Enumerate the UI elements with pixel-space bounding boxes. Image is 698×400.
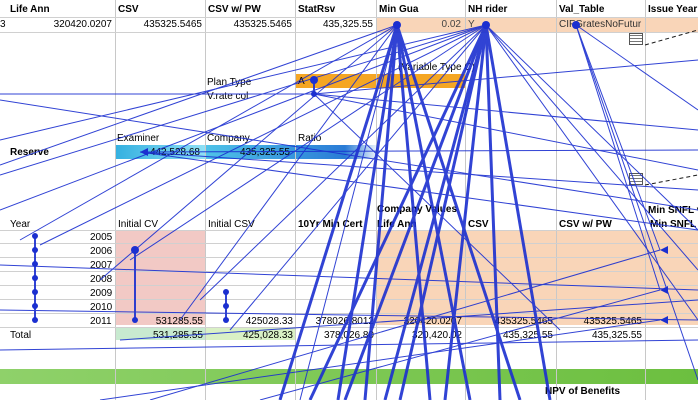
row1-statrsv[interactable]: 435,325.55 <box>322 19 373 30</box>
total-csv[interactable]: 435,325.55 <box>502 330 553 341</box>
npv-label: NPV of Benefits <box>545 386 621 397</box>
col-initial-cv[interactable]: Initial CV <box>118 219 159 230</box>
col-min-snfl-v[interactable]: Min SNFL v <box>648 205 698 216</box>
header-val-table[interactable]: Val_Table <box>559 4 605 15</box>
header-min-gua[interactable]: Min Gua <box>379 4 419 15</box>
row1-csv-pw[interactable]: 435325.5465 <box>233 19 292 30</box>
cell-csv-pw[interactable]: 435325.5465 <box>583 316 642 327</box>
col-csv[interactable]: CSV <box>468 219 489 230</box>
year-cell[interactable]: 2006 <box>90 246 113 257</box>
cell-csv[interactable]: 435325.5465 <box>494 316 553 327</box>
vrate-label: V.rate col <box>207 91 249 102</box>
row1-min-gua[interactable]: 0.02 <box>441 19 461 30</box>
plan-note: (Variable Type C) <box>398 62 475 73</box>
total-green-left <box>115 328 205 340</box>
company-value[interactable]: 435,325.55 <box>239 147 290 158</box>
bottom-green-bar <box>0 369 698 384</box>
company-label: Company <box>207 133 250 144</box>
total-green-mid <box>205 328 295 340</box>
row1-lead[interactable]: 3 <box>0 19 6 30</box>
total-life-ann[interactable]: 320,420.02 <box>411 330 462 341</box>
row1-nh-rider[interactable]: Y <box>468 19 475 30</box>
col-initial-csv[interactable]: Initial CSV <box>208 219 255 230</box>
total-label: Total <box>10 330 32 341</box>
ratio-label: Ratio <box>298 133 322 144</box>
cell-min-cert[interactable]: 378026.8012 <box>315 316 374 327</box>
total-csv-pw[interactable]: 435,325.55 <box>591 330 642 341</box>
row1-life-ann[interactable]: 320420.0207 <box>53 19 112 30</box>
col-csv-pw[interactable]: CSV w/ PW <box>559 219 612 230</box>
row1-peach-band <box>376 18 698 32</box>
header-csv-pw[interactable]: CSV w/ PW <box>208 4 261 15</box>
year-cell[interactable]: 2007 <box>90 260 113 271</box>
examiner-label: Examiner <box>117 133 160 144</box>
examiner-value[interactable]: 442,528.68 <box>149 147 200 158</box>
year-cell[interactable]: 2005 <box>90 232 113 243</box>
cell-life-ann[interactable]: 320420.0207 <box>403 316 462 327</box>
header-issue-year[interactable]: Issue Year <box>648 4 698 15</box>
year-cell[interactable]: 2011 <box>90 316 112 327</box>
total-initial-csv[interactable]: 425,028.33 <box>242 330 293 341</box>
col-life-ann[interactable]: Life Ann <box>377 219 417 230</box>
row1-val-table[interactable]: CIFGratesNoFutur <box>559 19 642 30</box>
reserve-label: Reserve <box>10 147 49 158</box>
row1-csv[interactable]: 435325.5465 <box>143 19 202 30</box>
col-year[interactable]: Year <box>10 219 31 230</box>
company-blue <box>205 145 380 159</box>
header-csv[interactable]: CSV <box>118 4 139 15</box>
header-nh-rider[interactable]: NH rider <box>468 4 508 15</box>
year-cell[interactable]: 2010 <box>90 302 113 313</box>
table-icon <box>629 33 643 45</box>
plan-type-label: Plan Type <box>207 77 252 88</box>
col-min-snfl[interactable]: Min SNFL <box>650 219 697 230</box>
header-life-ann[interactable]: Life Ann <box>10 4 50 15</box>
col-min-cert[interactable]: 10Yr Min Cert <box>298 219 363 230</box>
table-pink-left <box>115 230 205 325</box>
cell-initial-csv[interactable]: 425028.33 <box>245 316 293 327</box>
cell-initial-cv[interactable]: 531285.55 <box>155 316 203 327</box>
header-statrsv[interactable]: StatRsv <box>298 4 336 15</box>
year-cell[interactable]: 2009 <box>90 288 113 299</box>
